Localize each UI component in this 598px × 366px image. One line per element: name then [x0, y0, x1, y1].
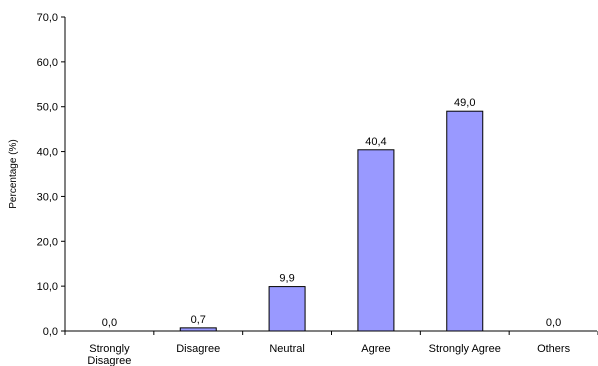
category-label: Agree — [361, 343, 390, 355]
category-label: Strongly Agree — [429, 343, 501, 355]
category-label-line: Neutral — [269, 343, 304, 355]
category-label-line: Disagree — [176, 343, 220, 355]
bar — [446, 110, 484, 332]
data-label: 9,9 — [279, 273, 294, 285]
category-label: Others — [537, 343, 571, 355]
data-label: 0,0 — [546, 317, 561, 329]
y-tick-label: 60,0 — [37, 57, 58, 69]
category-label-line: Others — [537, 343, 571, 355]
data-label: 0,7 — [191, 314, 206, 326]
bars-group — [179, 110, 484, 332]
y-tick-label: 50,0 — [37, 102, 58, 114]
category-label: Strongly Disagree — [87, 343, 131, 366]
data-label: 40,4 — [365, 136, 386, 148]
data-labels-group: 0,0 0,7 9,9 40,4 49,0 0,0 — [102, 97, 561, 329]
category-label-line: Strongly Agree — [429, 343, 501, 355]
category-label-line: Strongly — [89, 343, 130, 355]
bar — [357, 149, 395, 332]
x-axis-ticks — [64, 331, 598, 335]
category-label-line: Disagree — [87, 355, 131, 366]
category-label: Neutral — [269, 343, 304, 355]
y-tick-label: 70,0 — [37, 12, 58, 24]
category-label-line: Agree — [361, 343, 390, 355]
y-axis-ticks: 0,0 10,0 20,0 30,0 40,0 50,0 60,0 70,0 — [37, 12, 65, 338]
y-axis-title: Percentage (%) — [8, 139, 19, 208]
y-tick-label: 40,0 — [37, 147, 58, 159]
data-label: 0,0 — [102, 317, 117, 329]
y-tick-label: 30,0 — [37, 191, 58, 203]
bar — [268, 286, 306, 332]
data-label: 49,0 — [454, 97, 475, 109]
y-tick-label: 0,0 — [43, 326, 58, 338]
y-tick-label: 10,0 — [37, 281, 58, 293]
category-label: Disagree — [176, 343, 220, 355]
y-tick-label: 20,0 — [37, 236, 58, 248]
